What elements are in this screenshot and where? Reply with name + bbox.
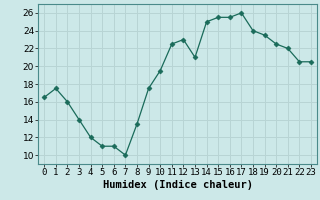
X-axis label: Humidex (Indice chaleur): Humidex (Indice chaleur)	[103, 180, 252, 190]
